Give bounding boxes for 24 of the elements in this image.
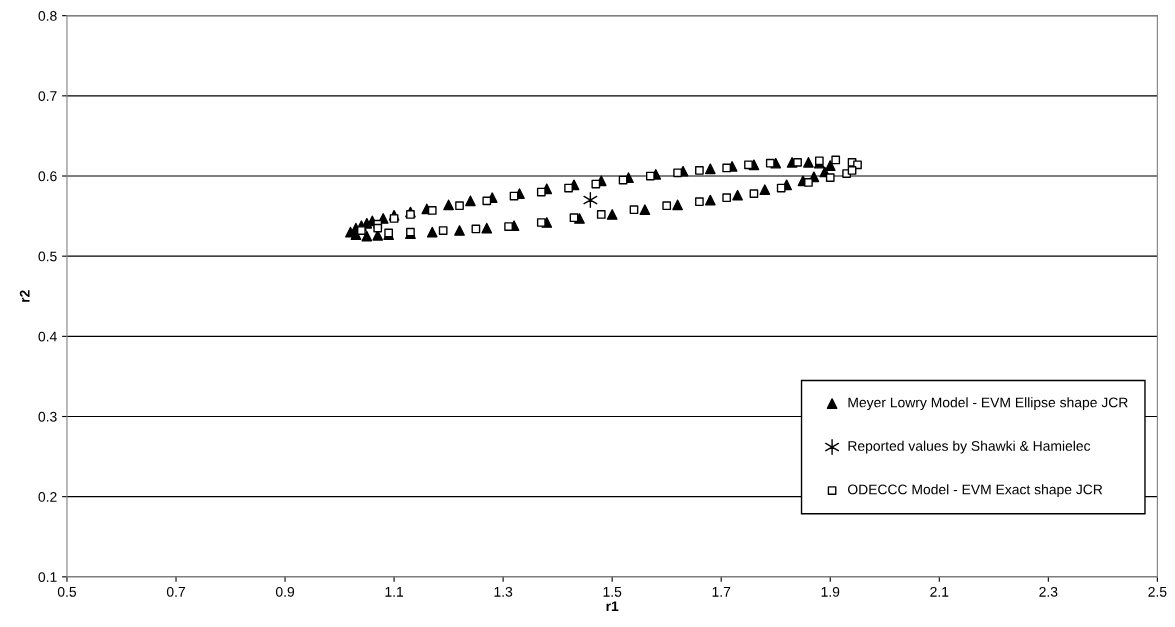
x-tick-label: 2.1 (930, 586, 949, 597)
y-tick-label: 0.2 (38, 492, 57, 502)
x-tick-label: 2.3 (1039, 586, 1058, 597)
y-axis-title: r2 (19, 290, 30, 302)
legend-label: ODECCC Model - EVM Exact shape JCR (848, 484, 1103, 498)
x-tick-label: 0.9 (275, 586, 295, 597)
y-tick-label: 0.7 (38, 91, 57, 102)
x-tick-label: 0.5 (57, 586, 77, 597)
x-tick-label: 1.5 (603, 587, 622, 597)
x-tick-label: 1.3 (494, 586, 513, 597)
x-tick-label: 2.5 (1148, 586, 1167, 597)
x-tick-label: 1.1 (385, 587, 404, 597)
x-tick-label: 0.7 (166, 586, 185, 597)
x-tick-label: 1.7 (712, 587, 731, 597)
x-axis-title: r1 (606, 601, 619, 611)
y-tick-label: 0.6 (38, 171, 57, 182)
legend-label: Meyer Lowry Model - EVM Ellipse shape JCR (848, 397, 1128, 411)
y-tick-label: 0.4 (38, 331, 57, 342)
y-tick-label: 0.5 (38, 251, 57, 262)
legend-label: Reported values by Shawki & Hamielec (848, 440, 1091, 454)
y-tick-label: 0.8 (38, 11, 57, 21)
x-tick-label: 1.9 (821, 586, 840, 597)
y-tick-label: 0.3 (38, 411, 57, 422)
y-tick-label: 0.1 (38, 572, 57, 583)
